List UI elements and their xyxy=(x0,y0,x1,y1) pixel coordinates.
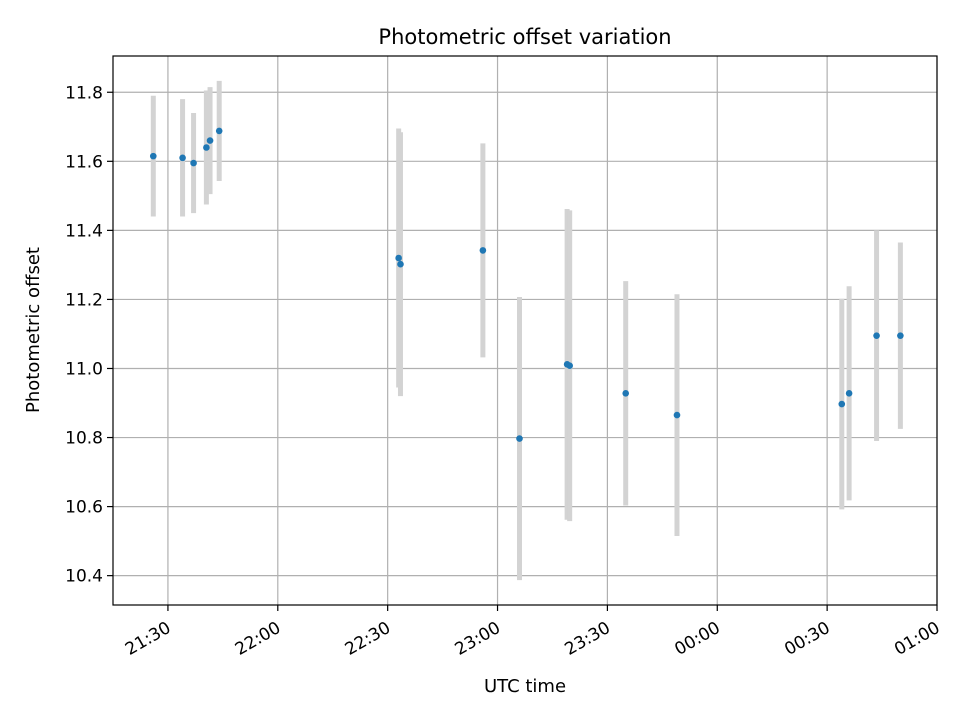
grid xyxy=(113,56,938,605)
data-point xyxy=(479,247,487,254)
data-point xyxy=(179,154,186,162)
x-axis-label: UTC time xyxy=(484,676,566,697)
y-axis-label: Photometric offset xyxy=(23,247,44,413)
y-tick-label: 10.6 xyxy=(65,498,103,518)
data-point xyxy=(845,390,853,397)
y-tick-label: 11.0 xyxy=(65,359,103,379)
data-point xyxy=(897,332,904,339)
data-point xyxy=(215,127,223,135)
y-tick-label: 11.4 xyxy=(65,221,103,241)
data-point xyxy=(395,254,402,262)
data-point xyxy=(190,159,197,167)
data-point xyxy=(838,400,846,408)
data-points xyxy=(149,127,904,442)
data-point xyxy=(206,137,214,144)
data-point xyxy=(566,362,573,370)
y-tick-label: 10.8 xyxy=(65,429,103,449)
data-point xyxy=(149,152,157,160)
y-axis-ticks: 10.4 10.6 10.8 11.0 11.2 11.4 11.6 11.8 xyxy=(65,83,113,587)
chart-title: Photometric offset variation xyxy=(378,25,671,49)
data-point xyxy=(203,144,210,151)
y-tick-label: 10.4 xyxy=(65,567,103,587)
data-point xyxy=(516,435,523,442)
y-tick-label: 11.8 xyxy=(65,83,103,103)
data-point xyxy=(622,390,630,397)
data-point xyxy=(673,411,681,419)
data-point xyxy=(397,260,404,268)
plot-frame xyxy=(112,55,938,606)
y-tick-label: 11.6 xyxy=(65,152,103,172)
y-tick-label: 11.2 xyxy=(65,290,103,310)
data-point xyxy=(873,332,880,339)
